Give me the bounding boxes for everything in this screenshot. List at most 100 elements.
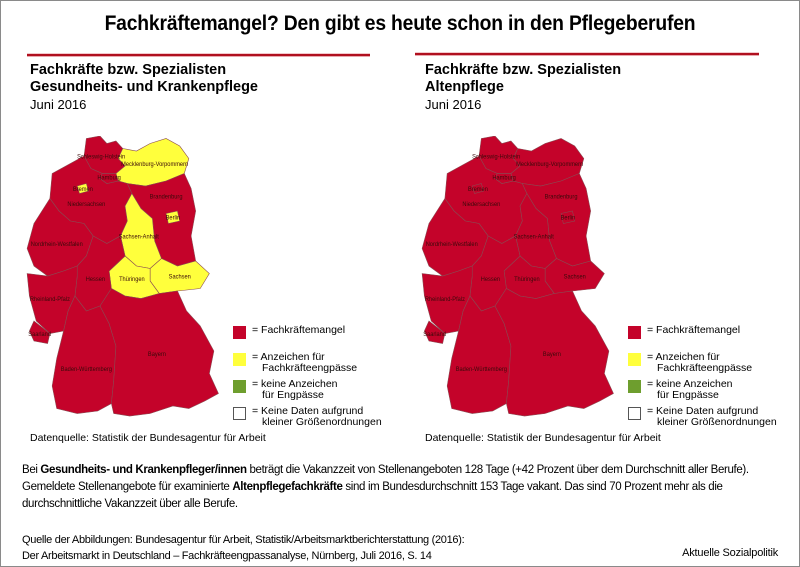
legend-label-line-1: = Keine Daten aufgrund <box>252 405 364 417</box>
citation: Quelle der Abbildungen: Bundesagentur fü… <box>22 532 465 564</box>
legend-item-mangel: = Fachkräftemangel <box>233 325 413 348</box>
germany-map: Schleswig-Holstein Mecklenburg-Vorpommern… <box>421 136 614 417</box>
panel-title-line-1: Fachkräfte bzw. Spezialisten <box>30 62 227 78</box>
state-bremen <box>471 183 484 194</box>
state-label-hessen: Hessen <box>481 277 500 283</box>
state-label-mecklenburg-vorpommern: Mecklenburg-Vorpommern <box>516 162 583 168</box>
state-label-sachsen-anhalt: Sachsen-Anhalt <box>514 234 554 240</box>
map-legend: = Fachkräftemangel = Anzeichen für Fachk… <box>628 325 800 433</box>
citation-line-1: Quelle der Abbildungen: Bundesagentur fü… <box>22 534 465 546</box>
germany-map: Schleswig-Holstein Mecklenburg-Vorpommern… <box>26 136 219 417</box>
state-label-berlin: Berlin <box>561 216 576 222</box>
legend-label: = Keine Daten aufgrund kleiner Größenord… <box>252 406 417 428</box>
legend-label: = Fachkräftemangel <box>252 325 417 336</box>
legend-item-anzeichen: = Anzeichen für Fachkräfteengpässe <box>233 352 413 375</box>
panel-title-line-2: Altenpflege <box>425 79 504 95</box>
legend-label-line-2: kleiner Größenordnungen <box>657 416 777 428</box>
panel-title: Fachkräfte bzw. Spezialisten Altenpflege <box>425 62 621 96</box>
state-label-hamburg: Hamburg <box>97 176 120 182</box>
legend-item-keine-anzeichen: = keine Anzeichen für Engpässe <box>233 379 413 402</box>
state-label-mecklenburg-vorpommern: Mecklenburg-Vorpommern <box>121 162 188 168</box>
legend-swatch-anzeichen <box>628 353 641 366</box>
legend-label-line-1: = Fachkräftemangel <box>252 324 346 336</box>
state-label-sachsen: Sachsen <box>169 274 191 280</box>
body-text-e: sind im Bundesdurchschnitt 153 Tage vaka… <box>22 481 723 510</box>
legend-label: = Keine Daten aufgrund kleiner Größenord… <box>647 406 800 428</box>
state-label-thueringen: Thüringen <box>119 277 145 283</box>
legend-label-line-2: für Engpässe <box>262 389 324 401</box>
legend-swatch-keine-anzeichen <box>628 380 641 393</box>
state-label-rheinland-pfalz: Rheinland-Pfalz <box>30 297 70 303</box>
legend-label-line-1: = Anzeichen für <box>647 351 720 363</box>
publisher-label: Aktuelle Sozialpolitik <box>682 547 778 559</box>
legend-label-line-1: = Fachkräftemangel <box>647 324 741 336</box>
state-berlin <box>165 210 181 224</box>
legend-label: = keine Anzeichen für Engpässe <box>252 379 417 401</box>
map-legend: = Fachkräftemangel = Anzeichen für Fachk… <box>233 325 413 433</box>
legend-swatch-mangel <box>628 326 641 339</box>
panel-title: Fachkräfte bzw. Spezialisten Gesundheits… <box>30 62 258 96</box>
body-text-bold-altenpflege: Altenpflegefachkräfte <box>232 481 343 493</box>
panel-title-line-1: Fachkräfte bzw. Spezialisten <box>425 62 622 78</box>
legend-label-line-1: = Anzeichen für <box>252 351 325 363</box>
panel-date: Juni 2016 <box>425 97 482 112</box>
state-label-rheinland-pfalz: Rheinland-Pfalz <box>425 297 465 303</box>
legend-swatch-mangel <box>233 326 246 339</box>
body-paragraph: Bei Gesundheits- und Krankenpfleger/inne… <box>22 462 782 513</box>
state-label-nordrhein-westfalen: Nordrhein-Westfalen <box>426 242 478 248</box>
state-label-bremen: Bremen <box>468 187 488 193</box>
state-label-saarland: Saarland <box>28 332 51 338</box>
state-label-baden-wuerttemberg: Baden-Württemberg <box>61 367 112 373</box>
panel-krankenpflege: Fachkräfte bzw. Spezialisten Gesundheits… <box>26 62 413 444</box>
state-label-thueringen: Thüringen <box>514 277 540 283</box>
panel-date: Juni 2016 <box>30 97 87 112</box>
legend-label: = Fachkräftemangel <box>647 325 800 336</box>
legend-label-line-1: = keine Anzeichen <box>252 378 338 390</box>
legend-swatch-keine-daten <box>628 407 641 420</box>
legend-swatch-anzeichen <box>233 353 246 366</box>
body-text-bold-krankenpflege: Gesundheits- und Krankenpfleger/innen <box>40 464 247 476</box>
legend-item-mangel: = Fachkräftemangel <box>628 325 800 348</box>
legend-swatch-keine-anzeichen <box>233 380 246 393</box>
state-hamburg <box>99 173 119 184</box>
state-label-hessen: Hessen <box>86 277 105 283</box>
state-label-niedersachsen: Niedersachsen <box>462 202 500 208</box>
state-saarland <box>29 320 51 344</box>
state-label-sachsen: Sachsen <box>564 274 586 280</box>
body-text-a: Bei <box>22 464 41 476</box>
state-bremen <box>76 183 89 194</box>
state-label-nordrhein-westfalen: Nordrhein-Westfalen <box>31 242 83 248</box>
state-label-niedersachsen: Niedersachsen <box>67 202 105 208</box>
legend-label-line-1: = keine Anzeichen <box>647 378 733 390</box>
state-label-baden-wuerttemberg: Baden-Württemberg <box>456 367 507 373</box>
legend-label-line-2: kleiner Größenordnungen <box>262 416 382 428</box>
data-source: Datenquelle: Statistik der Bundesagentur… <box>425 432 661 444</box>
legend-label: = Anzeichen für Fachkräfteengpässe <box>252 352 417 374</box>
body-text-c: beträgt die Vakanzzeit von Stellenangebo… <box>22 464 749 493</box>
state-berlin <box>560 210 576 224</box>
state-label-schleswig-holstein: Schleswig-Holstein <box>472 154 520 160</box>
state-bayern <box>99 288 219 417</box>
state-label-berlin: Berlin <box>166 216 181 222</box>
state-hamburg <box>494 173 514 184</box>
state-label-saarland: Saarland <box>423 332 446 338</box>
state-label-brandenburg: Brandenburg <box>545 194 578 200</box>
legend-item-anzeichen: = Anzeichen für Fachkräfteengpässe <box>628 352 800 375</box>
state-bayern <box>494 288 614 417</box>
state-label-brandenburg: Brandenburg <box>150 194 183 200</box>
legend-label-line-1: = Keine Daten aufgrund <box>647 405 759 417</box>
state-label-bremen: Bremen <box>73 187 93 193</box>
data-source: Datenquelle: Statistik der Bundesagentur… <box>30 432 266 444</box>
page-title: Fachkräftemangel? Den gibt es heute scho… <box>104 12 696 35</box>
legend-label-line-2: Fachkräfteengpässe <box>657 362 753 374</box>
legend-swatch-keine-daten <box>233 407 246 420</box>
state-label-bayern: Bayern <box>543 352 561 358</box>
legend-label: = keine Anzeichen für Engpässe <box>647 379 800 401</box>
legend-label-line-2: Fachkräfteengpässe <box>262 362 358 374</box>
state-label-bayern: Bayern <box>148 352 166 358</box>
left-divider <box>27 54 370 56</box>
legend-item-keine-daten: = Keine Daten aufgrund kleiner Größenord… <box>628 406 800 429</box>
legend-label-line-2: für Engpässe <box>657 389 719 401</box>
legend-item-keine-daten: = Keine Daten aufgrund kleiner Größenord… <box>233 406 413 429</box>
state-label-schleswig-holstein: Schleswig-Holstein <box>77 154 125 160</box>
